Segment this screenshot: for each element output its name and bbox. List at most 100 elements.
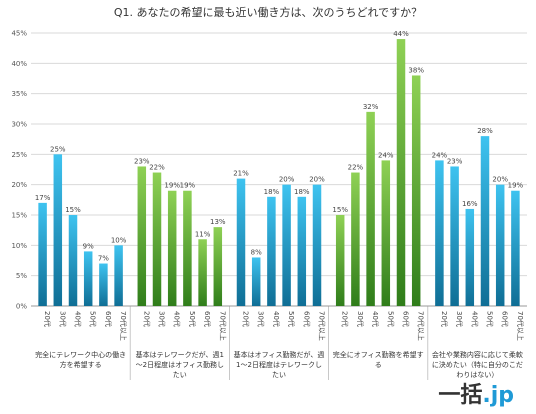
bar bbox=[381, 160, 391, 306]
group-label: 完全にオフィス勤務を希望す bbox=[333, 350, 424, 359]
data-label: 38% bbox=[408, 66, 424, 74]
y-tick-label: 25% bbox=[11, 151, 27, 159]
data-label: 22% bbox=[149, 164, 165, 172]
category-label: 30代 bbox=[455, 311, 464, 327]
category-label: 70代以上 bbox=[417, 311, 426, 341]
data-label: 7% bbox=[98, 255, 109, 263]
bar bbox=[480, 136, 490, 306]
group-label: 方を希望する bbox=[60, 360, 102, 369]
data-label: 19% bbox=[180, 182, 196, 190]
data-label: 13% bbox=[210, 218, 226, 226]
category-label: 50代 bbox=[486, 311, 495, 327]
category-label: 40代 bbox=[470, 311, 479, 327]
category-label: 20代 bbox=[43, 311, 52, 327]
data-label: 22% bbox=[348, 164, 364, 172]
bar bbox=[335, 215, 345, 306]
data-label: 21% bbox=[233, 170, 249, 178]
data-label: 18% bbox=[294, 188, 310, 196]
data-label: 28% bbox=[477, 127, 493, 135]
category-label: 30代 bbox=[356, 311, 365, 327]
data-label: 15% bbox=[65, 206, 81, 214]
bar bbox=[495, 184, 505, 306]
bar bbox=[83, 251, 93, 306]
data-label: 11% bbox=[195, 230, 211, 238]
data-label: 23% bbox=[134, 157, 150, 165]
data-label: 32% bbox=[363, 103, 379, 111]
group-label: 基本はオフィス勤務だが、週 bbox=[234, 350, 325, 359]
data-label: 17% bbox=[35, 194, 51, 202]
y-tick-label: 45% bbox=[11, 30, 27, 38]
category-label: 40代 bbox=[173, 311, 182, 327]
brand-logo-suffix: .jp bbox=[482, 383, 514, 408]
bar bbox=[183, 190, 192, 306]
data-label: 25% bbox=[50, 145, 66, 153]
data-label: 18% bbox=[264, 188, 280, 196]
bar bbox=[297, 196, 307, 306]
bar bbox=[198, 239, 207, 306]
bar bbox=[38, 202, 47, 306]
data-label: 19% bbox=[164, 182, 180, 190]
y-tick-label: 40% bbox=[11, 60, 27, 68]
data-label: 20% bbox=[279, 176, 295, 184]
category-label: 70代以上 bbox=[516, 311, 525, 341]
group-label: 完全にテレワーク中心の働き bbox=[35, 350, 126, 359]
y-tick-label: 35% bbox=[11, 90, 27, 98]
category-label: 30代 bbox=[58, 311, 67, 327]
y-tick-label: 20% bbox=[11, 181, 27, 189]
category-label: 40代 bbox=[272, 311, 281, 327]
y-tick-label: 10% bbox=[11, 242, 27, 250]
category-label: 70代以上 bbox=[119, 311, 128, 341]
category-label: 20代 bbox=[142, 311, 151, 327]
bar bbox=[450, 166, 459, 306]
bar bbox=[435, 160, 444, 306]
bar bbox=[99, 263, 108, 306]
chart-title: Q1. あなたの希望に最も近い働き方は、次のうちどれですか？ bbox=[114, 5, 422, 19]
group-label: 基本はテレワークだが、週1 bbox=[136, 350, 224, 359]
group-label: に決めたい（特に自分のこだ bbox=[432, 360, 523, 369]
y-tick-label: 15% bbox=[11, 212, 27, 220]
bars bbox=[38, 39, 520, 307]
bar bbox=[68, 215, 78, 306]
group-label: わりはない） bbox=[456, 371, 498, 379]
group-label: ～2日程度はオフィス勤務し bbox=[136, 360, 224, 369]
category-label: 50代 bbox=[188, 311, 197, 327]
data-label: 15% bbox=[332, 206, 348, 214]
bar bbox=[114, 245, 123, 306]
data-label: 44% bbox=[393, 30, 409, 38]
category-label: 60代 bbox=[402, 311, 411, 327]
bar bbox=[282, 184, 291, 306]
y-tick-label: 0% bbox=[16, 303, 27, 311]
data-label: 9% bbox=[83, 242, 94, 250]
group-label: る bbox=[375, 361, 382, 369]
category-label: 40代 bbox=[74, 311, 83, 327]
bar bbox=[213, 227, 223, 306]
category-label: 70代以上 bbox=[218, 311, 227, 341]
bar bbox=[312, 184, 322, 306]
category-label: 30代 bbox=[257, 311, 266, 327]
bar bbox=[465, 208, 475, 306]
category-label: 20代 bbox=[341, 311, 350, 327]
bar bbox=[511, 190, 520, 306]
bar bbox=[351, 172, 360, 306]
data-label: 23% bbox=[447, 157, 463, 165]
data-label: 19% bbox=[508, 182, 524, 190]
bar bbox=[53, 154, 63, 306]
brand-logo-main: 一括 bbox=[438, 383, 482, 408]
brand-logo: 一括.jp bbox=[438, 383, 514, 408]
group-label: たい bbox=[272, 371, 286, 379]
data-label: 20% bbox=[309, 176, 325, 184]
y-tick-label: 5% bbox=[16, 272, 27, 280]
bar bbox=[167, 190, 177, 306]
labels: 0% 5% 10% 15% 20% 25% 30% 35% 40% 45% 17% 20代 25% 30代… bbox=[11, 30, 524, 380]
bar bbox=[267, 196, 276, 306]
category-label: 50代 bbox=[89, 311, 98, 327]
category-label: 50代 bbox=[287, 311, 296, 327]
category-label: 20代 bbox=[440, 311, 449, 327]
category-label: 30代 bbox=[158, 311, 167, 327]
data-label: 16% bbox=[462, 200, 478, 208]
data-label: 24% bbox=[378, 151, 394, 159]
category-label: 60代 bbox=[302, 311, 311, 327]
bar bbox=[251, 257, 261, 306]
bar bbox=[366, 111, 375, 306]
